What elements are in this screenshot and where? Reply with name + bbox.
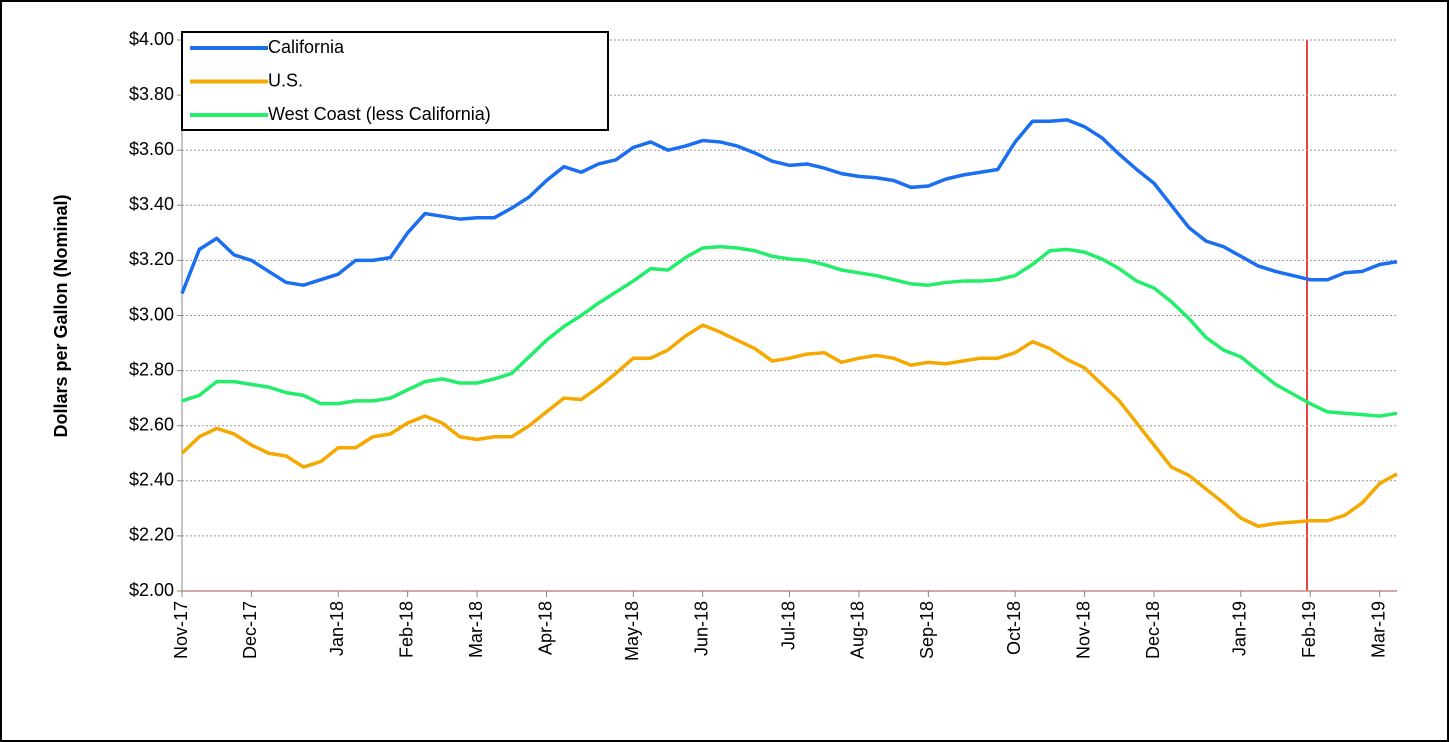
series-line	[181, 244, 1398, 418]
x-tick-label: Jul-18	[778, 601, 798, 650]
series-line	[180, 118, 1398, 295]
legend-label: California	[268, 37, 345, 57]
x-tick-label: Apr-18	[535, 601, 555, 655]
x-tick-label: Mar-19	[1368, 601, 1388, 658]
y-tick-label: $3.60	[129, 139, 174, 159]
y-tick-label: $4.00	[129, 29, 174, 49]
x-tick-label: Dec-18	[1143, 601, 1163, 659]
x-tick-label: Oct-18	[1004, 601, 1024, 655]
x-tick-label: Aug-18	[848, 601, 868, 659]
legend-label: West Coast (less California)	[268, 104, 491, 124]
series-line	[180, 323, 1398, 529]
y-tick-label: $2.80	[129, 359, 174, 379]
x-tick-label: Jan-18	[327, 601, 347, 656]
x-tick-label: Feb-19	[1299, 601, 1319, 658]
y-tick-label: $3.00	[129, 304, 174, 324]
y-tick-label: $2.60	[129, 414, 174, 434]
x-tick-label: May-18	[622, 601, 642, 661]
legend-label: U.S.	[268, 70, 303, 90]
x-tick-label: Jan-19	[1230, 601, 1250, 656]
x-tick-label: Feb-18	[396, 601, 416, 658]
x-tick-label: Nov-17	[171, 601, 191, 659]
x-tick-label: Dec-17	[240, 601, 260, 659]
y-tick-label: $2.40	[129, 470, 174, 490]
y-tick-label: $3.40	[129, 194, 174, 214]
y-axis-label: Dollars per Gallon (Nominal)	[51, 194, 71, 437]
x-tick-label: Sep-18	[917, 601, 937, 659]
x-tick-label: Jun-18	[691, 601, 711, 656]
y-tick-label: $2.20	[129, 525, 174, 545]
y-tick-label: $2.00	[129, 580, 174, 600]
y-tick-label: $3.80	[129, 84, 174, 104]
x-tick-label: Nov-18	[1073, 601, 1093, 659]
x-tick-label: Mar-18	[466, 601, 486, 658]
y-tick-label: $3.20	[129, 249, 174, 269]
